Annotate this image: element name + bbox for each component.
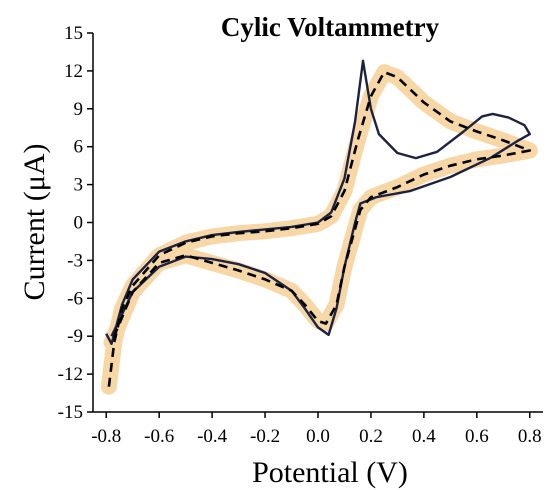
x-tick-label: 0.0 bbox=[306, 426, 330, 447]
y-tick-label: 3 bbox=[74, 175, 84, 196]
y-tick-label: 15 bbox=[64, 23, 83, 44]
series-solid-line bbox=[105, 59, 531, 345]
y-tick-label: 6 bbox=[74, 137, 84, 158]
chart-title: Cylic Voltammetry bbox=[221, 12, 440, 42]
x-tick-label: 0.2 bbox=[359, 426, 383, 447]
y-tick-label: 0 bbox=[74, 213, 84, 234]
x-tick-label: 0.8 bbox=[518, 426, 542, 447]
x-axis-label: Potential (V) bbox=[252, 456, 408, 489]
series-dashed-line bbox=[107, 70, 532, 387]
y-ticks: 15 12 9 6 3 0 -3 -6 -9 -12 -15 bbox=[58, 23, 93, 423]
y-tick-label: -9 bbox=[67, 326, 83, 347]
y-tick-label: 12 bbox=[64, 61, 83, 82]
x-tick-label: 0.6 bbox=[465, 426, 489, 447]
y-tick-label: 9 bbox=[74, 99, 84, 120]
y-tick-label: -3 bbox=[67, 250, 83, 271]
x-tick-label: -0.6 bbox=[144, 426, 174, 447]
x-tick-label: 0.4 bbox=[412, 426, 436, 447]
uncertainty-band bbox=[100, 64, 538, 395]
uncertainty-band-layer bbox=[100, 64, 538, 395]
x-tick-label: -0.8 bbox=[91, 426, 121, 447]
x-tick-label: -0.2 bbox=[250, 426, 280, 447]
y-tick-label: -15 bbox=[58, 402, 83, 423]
y-tick-label: -6 bbox=[67, 288, 83, 309]
x-ticks: -0.8 -0.6 -0.4 -0.2 0.0 0.2 0.4 0.6 0.8 bbox=[91, 412, 542, 447]
y-axis-label: Current (μA) bbox=[18, 144, 51, 301]
x-tick-label: -0.4 bbox=[197, 426, 228, 447]
series-layer bbox=[105, 59, 532, 387]
y-tick-label: -12 bbox=[58, 364, 83, 385]
